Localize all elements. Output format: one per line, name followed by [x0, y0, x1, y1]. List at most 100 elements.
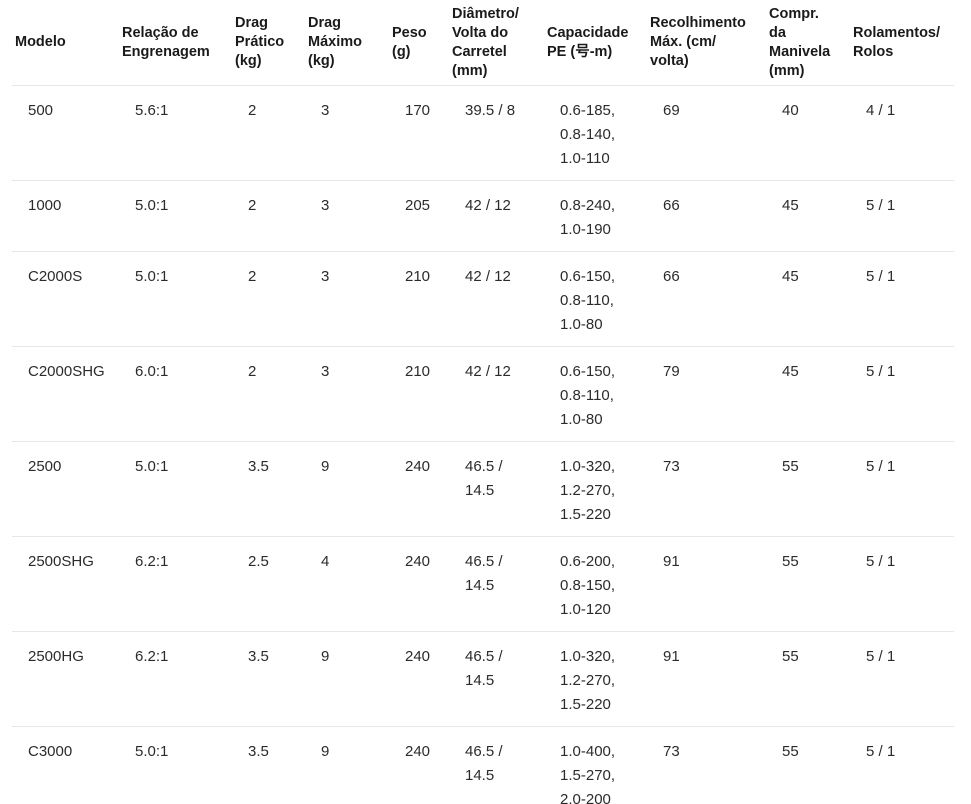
- cell-relacao-engrenagem: 5.0:1: [135, 743, 169, 760]
- cell-diametro-volta: 42 / 12: [449, 251, 544, 347]
- cell-modelo: 500: [12, 85, 119, 181]
- column-header-recolhimento-max: Recolhimento Máx. (cm/ volta): [647, 0, 766, 86]
- cell-peso: 240: [405, 743, 431, 760]
- cell-drag-maximo: 3: [305, 85, 389, 181]
- cell-recolhimento-max: 66: [647, 180, 766, 252]
- cell-peso: 240: [389, 441, 449, 537]
- table-row: C3000 5.0:1 3.5 9 240 46.5 / 14.5 1.0-40…: [12, 727, 954, 804]
- cell-drag-maximo: 3: [305, 251, 389, 347]
- cell-compr-manivela: 55: [766, 631, 850, 727]
- cell-drag-maximo: 4: [305, 536, 389, 632]
- cell-diametro-volta: 46.5 / 14.5: [449, 441, 544, 537]
- cell-diametro-volta: 46.5 / 14.5: [449, 631, 544, 727]
- cell-peso: 170: [389, 85, 449, 181]
- cell-drag-pratico: 2.5: [232, 536, 305, 632]
- table-header-row: Modelo Relação de Engrenagem Drag Prátic…: [12, 0, 954, 86]
- cell-capacidade-pe: 1.0-320, 1.2-270, 1.5-220: [544, 631, 647, 727]
- cell-peso: 210: [389, 346, 449, 442]
- column-header-diametro-volta: Diâmetro/ Volta do Carretel (mm): [449, 0, 544, 86]
- cell-drag-maximo: 9: [305, 631, 389, 727]
- cell-relacao-engrenagem: 5.6:1: [119, 85, 232, 181]
- cell-rolamentos-rolos: 5 / 1: [850, 441, 954, 537]
- column-header-rolamentos-rolos: Rolamentos/ Rolos: [850, 0, 954, 86]
- cell-modelo: 1000: [12, 180, 119, 252]
- cell-drag-maximo: 9: [321, 743, 330, 760]
- table-row: 500 5.6:1 2 3 170 39.5 / 8 0.6-185, 0.8-…: [12, 85, 954, 181]
- cell-capacidade-pe: 0.6-150, 0.8-110, 1.0-80: [544, 251, 647, 347]
- cell-diametro-volta: 39.5 / 8: [449, 85, 544, 181]
- table-row: 2500 5.0:1 3.5 9 240 46.5 / 14.5 1.0-320…: [12, 441, 954, 537]
- cell-drag-pratico: 3.5: [232, 631, 305, 727]
- cell-drag-pratico: 2: [232, 85, 305, 181]
- cell-capacidade-pe: 0.6-150, 0.8-110, 1.0-80: [544, 346, 647, 442]
- cell-recolhimento-max: 91: [647, 631, 766, 727]
- cell-drag-pratico: 2: [232, 251, 305, 347]
- cell-modelo: C2000S: [12, 251, 119, 347]
- cell-rolamentos-rolos: 5 / 1: [850, 346, 954, 442]
- column-header-drag-maximo: Drag Máximo (kg): [305, 0, 389, 86]
- cell-recolhimento-max: 69: [647, 85, 766, 181]
- cell-recolhimento-max: 73: [647, 441, 766, 537]
- cell-recolhimento-max: 79: [647, 346, 766, 442]
- cell-rolamentos-rolos: 5 / 1: [850, 180, 954, 252]
- column-header-compr-manivela: Compr. da Manivela (mm): [766, 0, 850, 86]
- column-header-relacao-engrenagem: Relação de Engrenagem: [119, 0, 232, 86]
- column-header-modelo: Modelo: [12, 0, 119, 86]
- cell-relacao-engrenagem: 6.2:1: [119, 536, 232, 632]
- cell-capacidade-pe: 0.8-240, 1.0-190: [544, 180, 647, 252]
- cell-capacidade-pe: 1.0-320, 1.2-270, 1.5-220: [544, 441, 647, 537]
- cell-rolamentos-rolos: 5 / 1: [850, 536, 954, 632]
- cell-modelo: 2500HG: [12, 631, 119, 727]
- cell-rolamentos-rolos: 5 / 1: [866, 743, 896, 760]
- table-row: 2500SHG 6.2:1 2.5 4 240 46.5 / 14.5 0.6-…: [12, 536, 954, 632]
- cell-rolamentos-rolos: 5 / 1: [850, 251, 954, 347]
- column-header-drag-pratico: Drag Prático (kg): [232, 0, 305, 86]
- table-row: C2000SHG 6.0:1 2 3 210 42 / 12 0.6-150, …: [12, 346, 954, 442]
- table-row: 1000 5.0:1 2 3 205 42 / 12 0.8-240, 1.0-…: [12, 180, 954, 252]
- cell-modelo: C3000: [28, 743, 73, 760]
- cell-peso: 240: [389, 536, 449, 632]
- cell-compr-manivela: 55: [766, 536, 850, 632]
- cell-compr-manivela: 40: [766, 85, 850, 181]
- cell-relacao-engrenagem: 5.0:1: [119, 251, 232, 347]
- cell-diametro-volta: 42 / 12: [449, 180, 544, 252]
- cell-rolamentos-rolos: 4 / 1: [850, 85, 954, 181]
- cell-drag-pratico: 3.5: [232, 441, 305, 537]
- cell-modelo: 2500SHG: [12, 536, 119, 632]
- cell-capacidade-pe: 1.0-400, 1.5-270, 2.0-200: [560, 743, 616, 804]
- cell-diametro-volta: 42 / 12: [449, 346, 544, 442]
- cell-compr-manivela: 45: [766, 251, 850, 347]
- cell-drag-pratico: 2: [232, 346, 305, 442]
- cell-peso: 205: [389, 180, 449, 252]
- cell-capacidade-pe: 0.6-200, 0.8-150, 1.0-120: [544, 536, 647, 632]
- cell-relacao-engrenagem: 5.0:1: [119, 441, 232, 537]
- table-row: C2000S 5.0:1 2 3 210 42 / 12 0.6-150, 0.…: [12, 251, 954, 347]
- cell-compr-manivela: 45: [766, 346, 850, 442]
- cell-drag-maximo: 3: [305, 346, 389, 442]
- cell-compr-manivela: 45: [766, 180, 850, 252]
- cell-capacidade-pe: 0.6-185, 0.8-140, 1.0-110: [544, 85, 647, 181]
- cell-peso: 210: [389, 251, 449, 347]
- cell-compr-manivela: 55: [766, 441, 850, 537]
- cell-drag-maximo: 3: [305, 180, 389, 252]
- cell-relacao-engrenagem: 5.0:1: [119, 180, 232, 252]
- table-row: 2500HG 6.2:1 3.5 9 240 46.5 / 14.5 1.0-3…: [12, 631, 954, 727]
- cell-drag-pratico: 2: [232, 180, 305, 252]
- column-header-peso: Peso (g): [389, 0, 449, 86]
- cell-recolhimento-max: 66: [647, 251, 766, 347]
- cell-drag-maximo: 9: [305, 441, 389, 537]
- cell-recolhimento-max: 73: [663, 743, 680, 760]
- cell-drag-pratico: 3.5: [248, 743, 269, 760]
- cell-peso: 240: [389, 631, 449, 727]
- cell-relacao-engrenagem: 6.0:1: [119, 346, 232, 442]
- cell-recolhimento-max: 91: [647, 536, 766, 632]
- reel-spec-table: Modelo Relação de Engrenagem Drag Prátic…: [12, 0, 954, 804]
- cell-rolamentos-rolos: 5 / 1: [850, 631, 954, 727]
- cell-modelo: 2500: [12, 441, 119, 537]
- cell-diametro-volta: 46.5 / 14.5: [449, 536, 544, 632]
- cell-diametro-volta: 46.5 / 14.5: [465, 743, 503, 784]
- column-header-capacidade-pe: Capacidade PE (号-m): [544, 0, 647, 86]
- cell-modelo: C2000SHG: [12, 346, 119, 442]
- cell-relacao-engrenagem: 6.2:1: [119, 631, 232, 727]
